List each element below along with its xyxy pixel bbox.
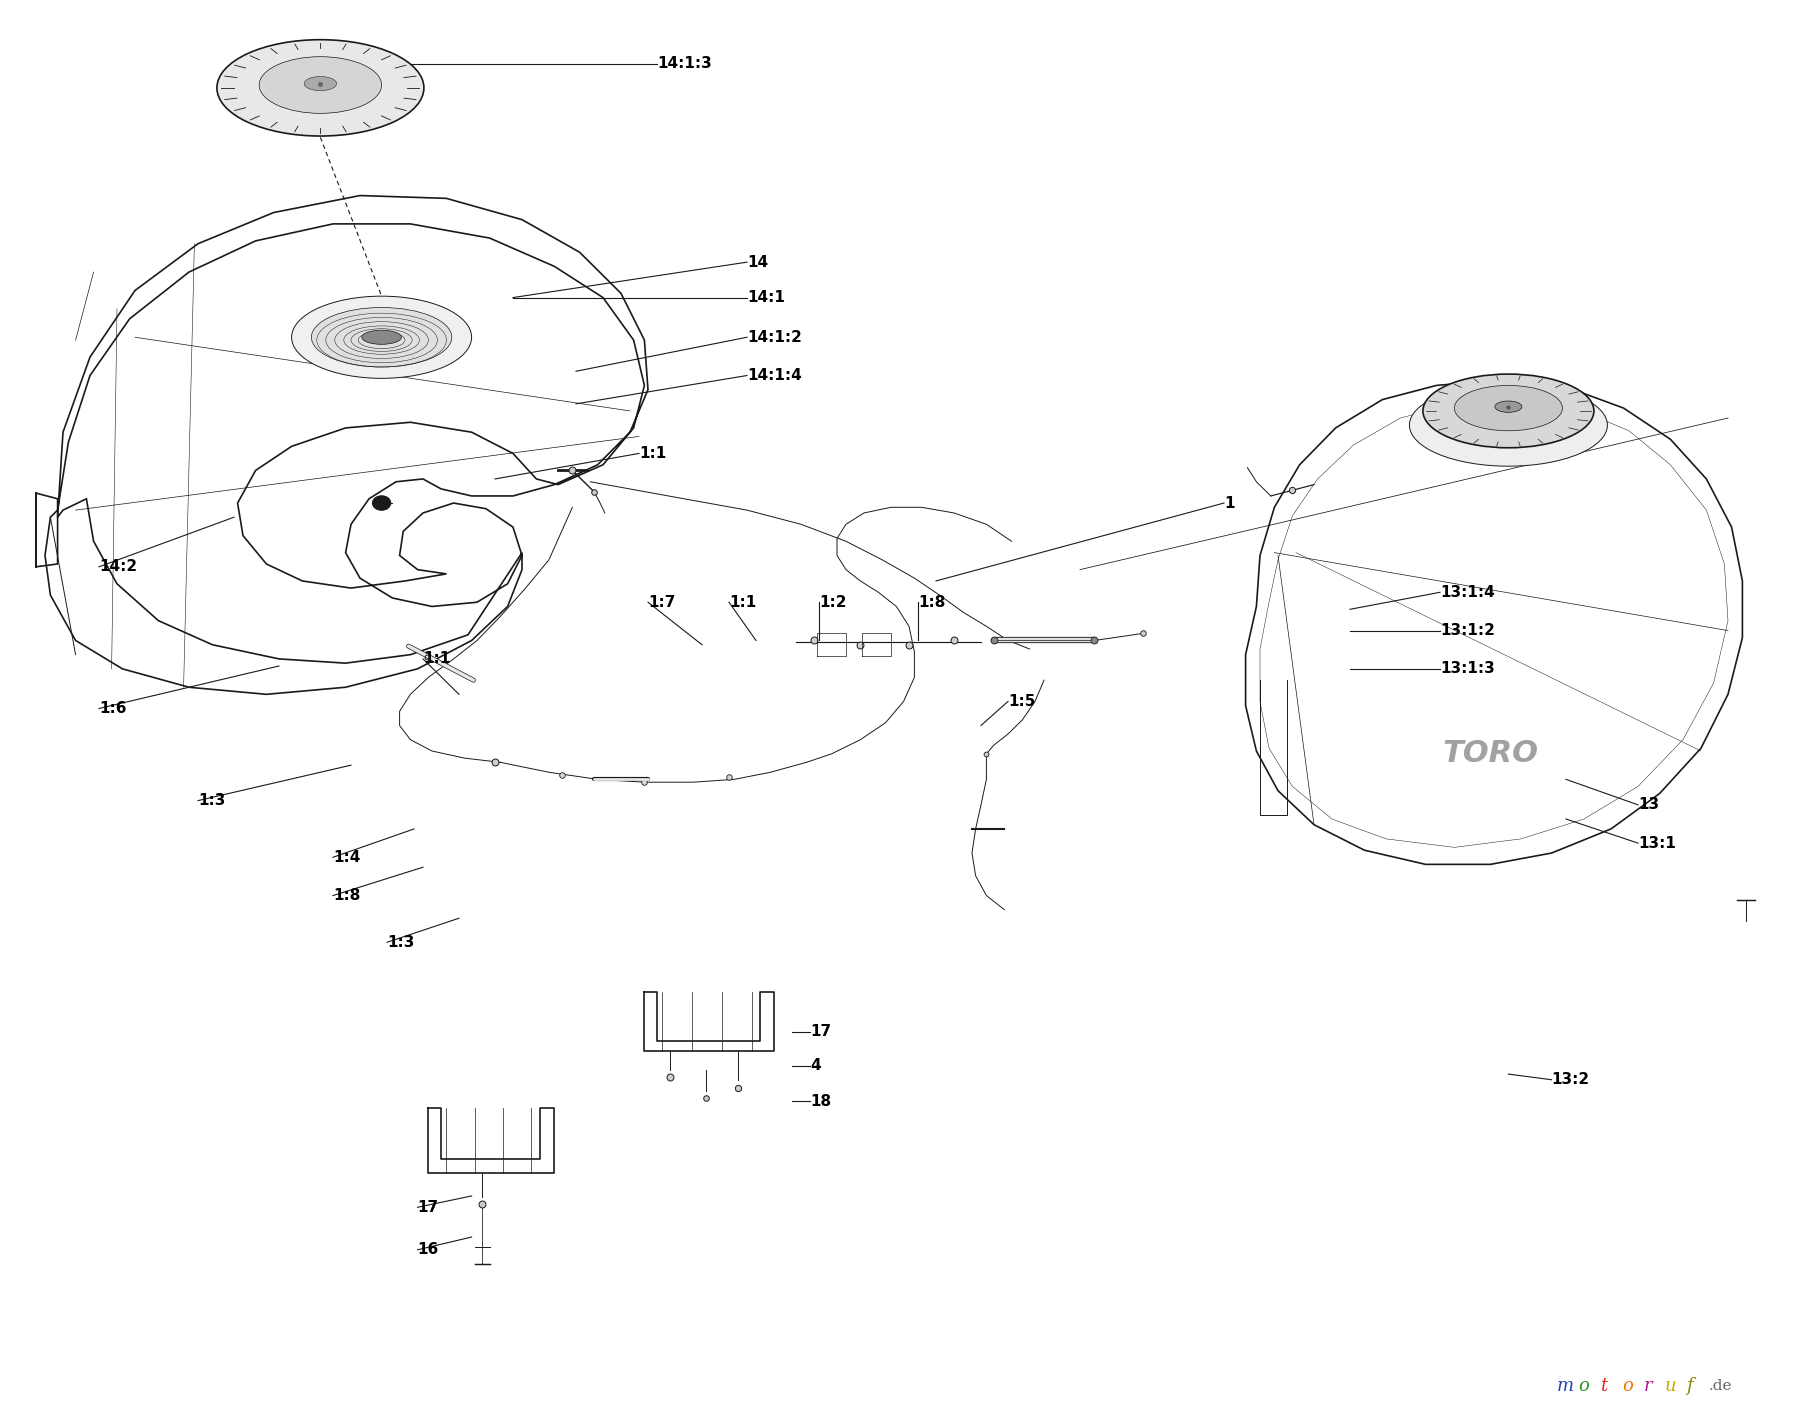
Text: 1:8: 1:8 (918, 595, 945, 609)
Ellipse shape (1422, 374, 1595, 448)
Ellipse shape (216, 40, 425, 136)
Text: t: t (1600, 1377, 1607, 1394)
Text: 1:4: 1:4 (333, 850, 360, 864)
Text: 17: 17 (810, 1024, 832, 1039)
Text: 14:1:2: 14:1:2 (747, 330, 801, 344)
Text: 1:6: 1:6 (99, 701, 126, 716)
Text: 4: 4 (810, 1058, 821, 1073)
Text: 17: 17 (418, 1200, 439, 1214)
Text: f: f (1687, 1377, 1694, 1394)
Text: o: o (1622, 1377, 1633, 1394)
Text: .de: .de (1708, 1379, 1732, 1393)
Text: m: m (1557, 1377, 1575, 1394)
Text: o: o (1579, 1377, 1589, 1394)
Text: 14:1: 14:1 (747, 290, 785, 305)
Text: 13:1:4: 13:1:4 (1440, 585, 1494, 599)
Text: 1:3: 1:3 (387, 935, 414, 949)
Text: 14:1:3: 14:1:3 (657, 57, 711, 71)
Text: 1:1: 1:1 (423, 652, 450, 666)
Ellipse shape (1409, 384, 1607, 466)
Ellipse shape (304, 77, 337, 91)
Text: 18: 18 (810, 1094, 832, 1108)
Text: 13:1:3: 13:1:3 (1440, 662, 1494, 676)
Text: 14:1:4: 14:1:4 (747, 368, 801, 383)
Ellipse shape (311, 307, 452, 367)
Text: 1:3: 1:3 (198, 794, 225, 808)
Ellipse shape (1454, 385, 1562, 431)
Ellipse shape (362, 330, 401, 344)
Text: 13: 13 (1638, 798, 1660, 812)
Ellipse shape (292, 296, 472, 378)
Text: 1:1: 1:1 (729, 595, 756, 609)
Text: 1:2: 1:2 (819, 595, 846, 609)
Text: 13:1:2: 13:1:2 (1440, 623, 1494, 638)
Text: 1:5: 1:5 (1008, 694, 1035, 708)
Text: u: u (1665, 1377, 1676, 1394)
Text: 1:8: 1:8 (333, 888, 360, 903)
Text: 1: 1 (1224, 496, 1235, 510)
Text: TORO: TORO (1442, 740, 1539, 768)
Text: r: r (1643, 1377, 1652, 1394)
Text: 13:1: 13:1 (1638, 836, 1676, 850)
Text: 14: 14 (747, 255, 769, 269)
Text: 14:2: 14:2 (99, 560, 137, 574)
Text: 13:2: 13:2 (1552, 1073, 1589, 1087)
Circle shape (373, 496, 391, 510)
Text: 1:7: 1:7 (648, 595, 675, 609)
Text: 1:1: 1:1 (639, 446, 666, 461)
Ellipse shape (1494, 401, 1521, 412)
Ellipse shape (259, 57, 382, 113)
Text: 16: 16 (418, 1243, 439, 1257)
